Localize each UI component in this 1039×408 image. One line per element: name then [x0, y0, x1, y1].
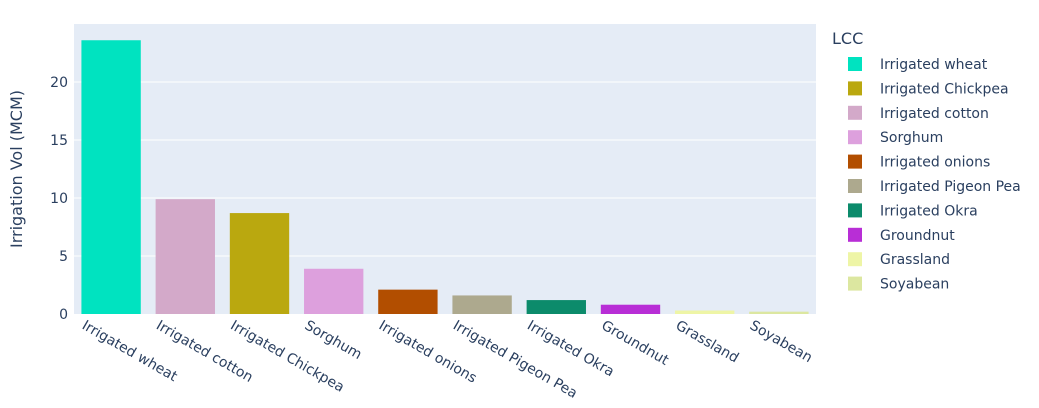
legend: Irrigated wheat Irrigated Chickpea Irrigat… [848, 57, 1021, 293]
bar [155, 199, 215, 314]
bar [378, 289, 438, 314]
y-tick-label: 0 [59, 307, 68, 323]
y-axis-title: Irrigation Vol (MCM) [7, 90, 26, 248]
x-tick-label: Grassland [673, 318, 742, 367]
bar [526, 300, 586, 314]
y-tick-labels: 0 5 10 15 20 [50, 75, 68, 323]
y-tick-label: 15 [50, 133, 68, 149]
x-tick-label: Irrigated Pigeon Pea [450, 318, 580, 402]
legend-label: Grassland [880, 252, 950, 268]
legend-label: Irrigated Okra [880, 203, 978, 219]
y-tick-label: 10 [50, 191, 68, 207]
y-tick-label: 5 [59, 249, 68, 265]
x-tick-label: Sorghum [302, 318, 365, 363]
legend-label: Irrigated onions [880, 155, 990, 171]
bar [675, 310, 735, 314]
bars [81, 40, 809, 315]
y-tick-label: 20 [50, 75, 68, 91]
bar [452, 295, 512, 314]
legend-label: Sorghum [880, 130, 943, 146]
legend-label: Groundnut [880, 228, 955, 244]
bar [749, 311, 809, 314]
bar [229, 213, 290, 314]
legend-swatch [848, 203, 862, 218]
x-tick-label: Soyabean [747, 318, 815, 366]
legend-swatch [848, 276, 862, 291]
legend-title: LCC [832, 29, 863, 48]
bar [304, 268, 364, 314]
legend-swatch [848, 81, 862, 96]
legend-label: Irrigated Chickpea [880, 81, 1009, 97]
legend-swatch [848, 154, 862, 169]
legend-label: Irrigated Pigeon Pea [880, 179, 1021, 195]
legend-swatch [848, 179, 862, 193]
legend-swatch [848, 130, 862, 145]
legend-swatch [848, 105, 862, 120]
bar [600, 304, 661, 314]
legend-label: Soyabean [880, 277, 949, 293]
bar [81, 40, 141, 315]
legend-swatch [848, 57, 862, 71]
legend-label: Irrigated wheat [880, 57, 988, 73]
legend-swatch [848, 252, 862, 267]
legend-swatch [848, 227, 862, 242]
legend-label: Irrigated cotton [880, 106, 989, 122]
